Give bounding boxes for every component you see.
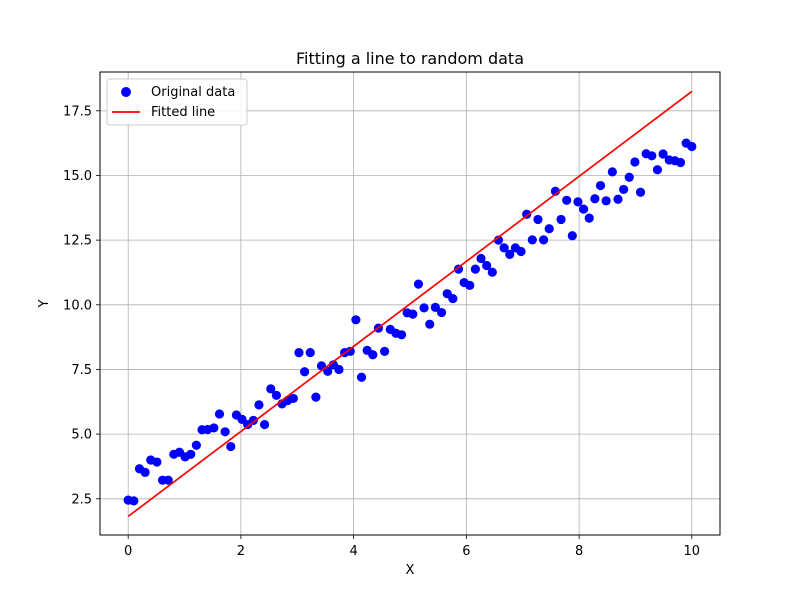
scatter-point bbox=[271, 390, 282, 400]
scatter-point bbox=[470, 264, 480, 274]
chart-title: Fitting a line to random data bbox=[296, 49, 524, 68]
scatter-point bbox=[214, 409, 225, 419]
scatter-point bbox=[129, 496, 139, 506]
scatter-point bbox=[356, 372, 367, 382]
scatter-point bbox=[595, 180, 606, 191]
scatter-point bbox=[334, 364, 344, 375]
scatter-point bbox=[584, 213, 594, 223]
x-tick-label: 10 bbox=[684, 544, 701, 559]
scatter-point bbox=[408, 309, 418, 319]
scatter-point bbox=[601, 196, 611, 206]
scatter-point bbox=[453, 264, 464, 274]
scatter-point bbox=[345, 346, 355, 356]
scatter-point bbox=[368, 350, 378, 360]
fitted-line bbox=[127, 90, 693, 518]
scatter-point bbox=[493, 235, 504, 245]
scatter-point bbox=[675, 157, 686, 168]
scatter-point bbox=[305, 348, 315, 358]
axis-ticks: 0 2 4 6 8 10 2.5 5.0 7.5 10.0 12.5 15.0 17.5 bbox=[63, 104, 700, 559]
x-axis-label: X bbox=[406, 563, 415, 578]
scatter-point bbox=[630, 157, 640, 167]
scatter-point bbox=[436, 307, 447, 318]
y-tick-label: 7.5 bbox=[71, 363, 92, 378]
scatter-point bbox=[294, 348, 304, 358]
legend-box bbox=[106, 78, 248, 126]
y-tick-label: 10.0 bbox=[63, 298, 92, 313]
scatter-point bbox=[191, 440, 201, 450]
scatter-point bbox=[487, 267, 497, 277]
scatter-point bbox=[687, 141, 697, 152]
y-tick-label: 17.5 bbox=[63, 104, 92, 119]
scatter-point bbox=[482, 260, 492, 271]
scatter-point bbox=[624, 172, 634, 182]
scatter-point bbox=[380, 346, 390, 356]
scatter-point bbox=[499, 243, 509, 253]
legend-label-line: Fitted line bbox=[151, 105, 215, 120]
scatter-point bbox=[505, 249, 515, 259]
scatter-point bbox=[613, 194, 623, 204]
x-tick-label: 6 bbox=[462, 544, 470, 559]
plot-area bbox=[123, 90, 697, 518]
legend-label-scatter: Original data bbox=[151, 85, 235, 100]
scatter-point bbox=[562, 195, 572, 205]
scatter-point bbox=[590, 194, 600, 204]
scatter-point bbox=[430, 302, 440, 312]
scatter-point bbox=[635, 187, 646, 197]
scatter-point bbox=[254, 400, 264, 410]
scatter-point bbox=[323, 366, 333, 376]
scatter-point bbox=[311, 392, 321, 402]
y-tick-label: 15.0 bbox=[63, 169, 92, 184]
scatter-point bbox=[652, 165, 663, 175]
scatter-point bbox=[300, 367, 310, 377]
scatter-point bbox=[425, 319, 435, 329]
scatter-point bbox=[186, 449, 196, 459]
scatter-point bbox=[140, 467, 150, 478]
scatter-point bbox=[538, 235, 549, 245]
scatter-point bbox=[259, 419, 270, 430]
plot-frame bbox=[99, 71, 721, 536]
scatter-point bbox=[226, 441, 236, 452]
scatter-point bbox=[607, 167, 617, 177]
scatter-point bbox=[476, 253, 486, 264]
scatter-point bbox=[658, 149, 668, 159]
scatter-point bbox=[465, 280, 475, 290]
scatter-point bbox=[533, 214, 543, 225]
x-tick-label: 4 bbox=[349, 544, 357, 559]
x-tick-label: 8 bbox=[575, 544, 583, 559]
y-tick-label: 2.5 bbox=[71, 492, 92, 507]
scatter-point bbox=[288, 393, 298, 404]
scatter-point bbox=[573, 197, 583, 207]
scatter-point bbox=[413, 279, 424, 289]
scatter-point bbox=[516, 246, 526, 257]
scatter-point bbox=[396, 330, 407, 340]
scatter-point bbox=[209, 423, 219, 433]
scatter-point bbox=[544, 224, 554, 234]
y-tick-label: 12.5 bbox=[63, 234, 92, 249]
y-tick-label: 5.0 bbox=[71, 428, 92, 443]
scatter-point bbox=[448, 293, 458, 304]
scatter-point bbox=[522, 209, 532, 219]
x-tick-label: 0 bbox=[124, 544, 132, 559]
scatter-point bbox=[619, 184, 629, 195]
legend: Original data Fitted line bbox=[106, 78, 248, 126]
x-tick-label: 2 bbox=[237, 544, 245, 559]
scatter-point bbox=[163, 475, 173, 485]
scatter-point bbox=[579, 204, 589, 214]
scatter-point bbox=[556, 214, 566, 225]
scatter-point bbox=[527, 235, 537, 245]
scatter-point bbox=[266, 384, 276, 394]
scatter-point bbox=[647, 151, 657, 161]
scatter-point bbox=[567, 231, 577, 241]
scatter-point bbox=[351, 315, 361, 325]
scatter-point bbox=[220, 427, 230, 437]
legend-marker-scatter bbox=[121, 87, 131, 97]
scatter-point bbox=[419, 303, 429, 313]
y-axis-label: Y bbox=[37, 299, 52, 308]
scatter-point bbox=[152, 457, 162, 467]
